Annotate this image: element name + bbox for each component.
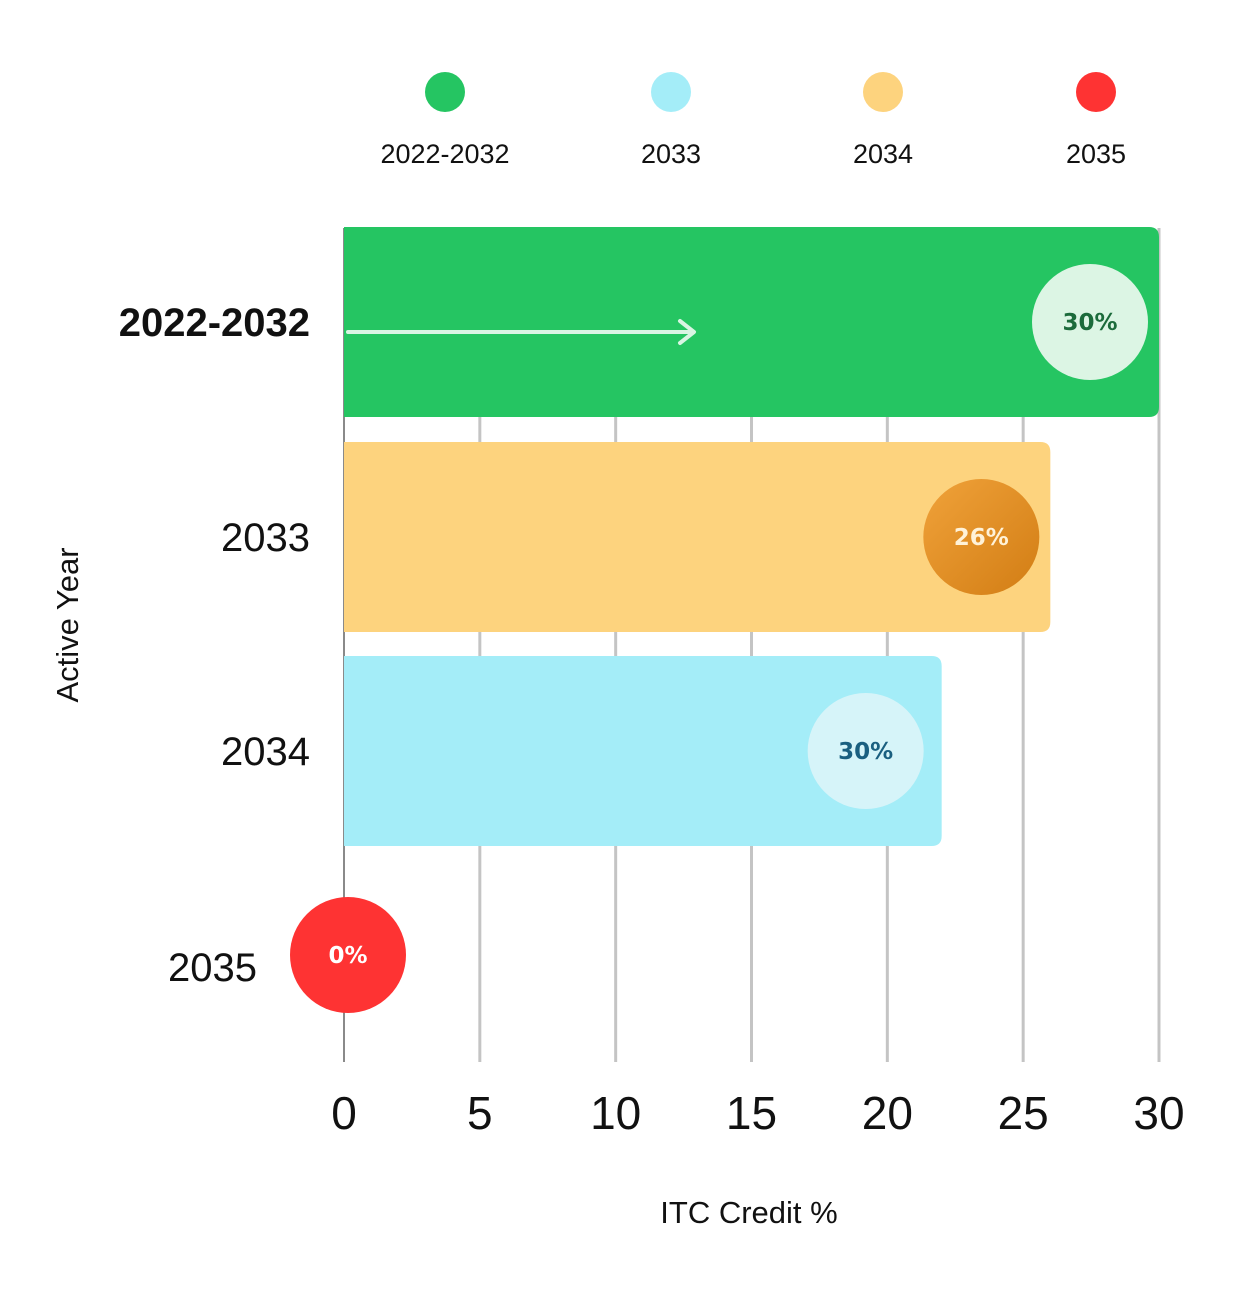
- data-label-2022-2032: 30%: [1062, 310, 1117, 336]
- x-tick-labels: 0 5 10 15 20 25 30: [331, 1087, 1184, 1139]
- legend-marker-2033: [651, 72, 691, 112]
- data-badge-2033: [923, 479, 1040, 595]
- bar-2033: [344, 442, 1051, 632]
- data-badge-2022-2032: [1032, 264, 1148, 380]
- x-tick-20: 20: [862, 1087, 913, 1139]
- category-label-2022-2032: 2022-2032: [119, 301, 310, 345]
- bar-2034: [344, 656, 942, 846]
- y-axis-title: Active Year: [50, 547, 85, 702]
- legend-label-2035: 2035: [1066, 139, 1126, 169]
- arrow-icon: [678, 319, 696, 345]
- data-badge-2034: [807, 693, 924, 809]
- legend: 2022-2032 2033 2034 2035: [380, 72, 1126, 169]
- category-label-2035: 2035: [168, 946, 257, 990]
- category-label-2034: 2034: [221, 730, 310, 774]
- x-tick-10: 10: [590, 1087, 641, 1139]
- data-badge-2035: [290, 897, 406, 1013]
- x-tick-5: 5: [467, 1087, 493, 1139]
- category-label-2033: 2033: [221, 516, 310, 560]
- x-axis-title: ITC Credit %: [660, 1195, 837, 1230]
- legend-label-2022-2032: 2022-2032: [380, 139, 509, 169]
- legend-marker-2035: [1076, 72, 1116, 112]
- legend-label-2033: 2033: [641, 139, 701, 169]
- x-tick-0: 0: [331, 1087, 357, 1139]
- legend-label-2034: 2034: [853, 139, 913, 169]
- category-labels: 2022-2032 2033 2034 2035: [119, 301, 310, 990]
- x-tick-25: 25: [998, 1087, 1049, 1139]
- x-tick-30: 30: [1133, 1087, 1184, 1139]
- legend-marker-2034: [863, 72, 903, 112]
- x-tick-15: 15: [726, 1087, 777, 1139]
- data-label-2034: 30%: [838, 739, 893, 765]
- data-label-2035: 0%: [328, 943, 367, 969]
- bar-2022-2032: [344, 227, 1159, 417]
- bars: 30% 26% 30% 0%: [290, 227, 1159, 1013]
- legend-marker-2022-2032: [425, 72, 465, 112]
- data-label-2033: 26%: [954, 525, 1009, 551]
